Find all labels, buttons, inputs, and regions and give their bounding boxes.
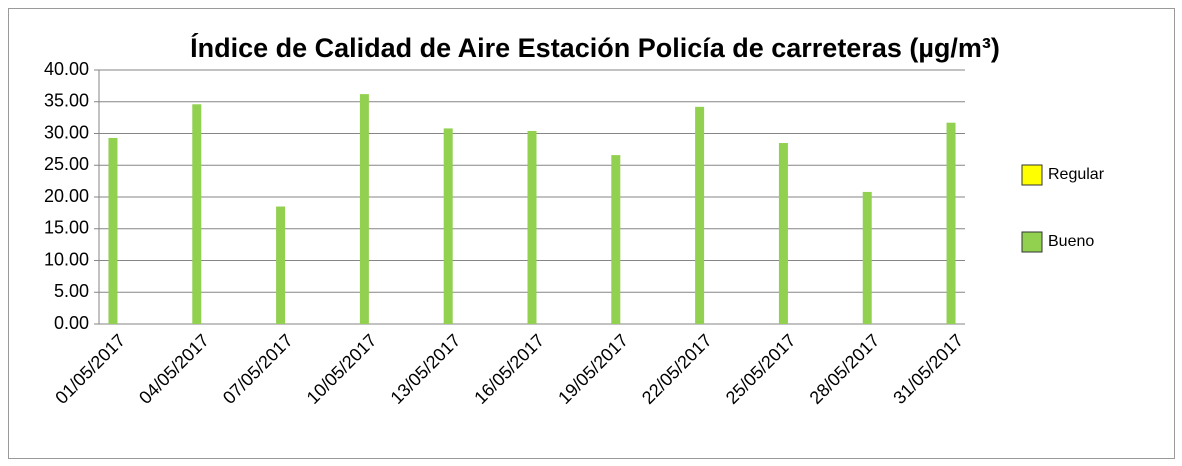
legend-swatch	[1021, 231, 1043, 253]
y-tick-label: 35.00	[44, 91, 89, 111]
bar	[108, 137, 118, 324]
chart-border	[8, 8, 1175, 459]
y-tick-label: 0.00	[54, 313, 89, 333]
y-tick-label: 5.00	[54, 281, 89, 301]
bar	[443, 128, 453, 324]
bar	[778, 143, 788, 324]
bar	[276, 206, 286, 324]
y-tick-label: 20.00	[44, 186, 89, 206]
legend-label: Regular	[1048, 166, 1105, 183]
bar	[695, 106, 705, 324]
bar	[527, 130, 537, 324]
y-tick-label: 40.00	[44, 59, 89, 79]
legend-swatch	[1021, 164, 1043, 186]
chart-title: Índice de Calidad de Aire Estación Polic…	[190, 32, 1000, 63]
bar	[946, 122, 956, 324]
y-tick-label: 25.00	[44, 154, 89, 174]
bar	[611, 155, 621, 324]
bar	[862, 191, 872, 324]
legend-label: Bueno	[1048, 233, 1094, 250]
y-tick-label: 30.00	[44, 122, 89, 142]
bar	[359, 94, 369, 324]
y-tick-label: 10.00	[44, 249, 89, 269]
bar	[192, 104, 202, 324]
y-tick-label: 15.00	[44, 218, 89, 238]
